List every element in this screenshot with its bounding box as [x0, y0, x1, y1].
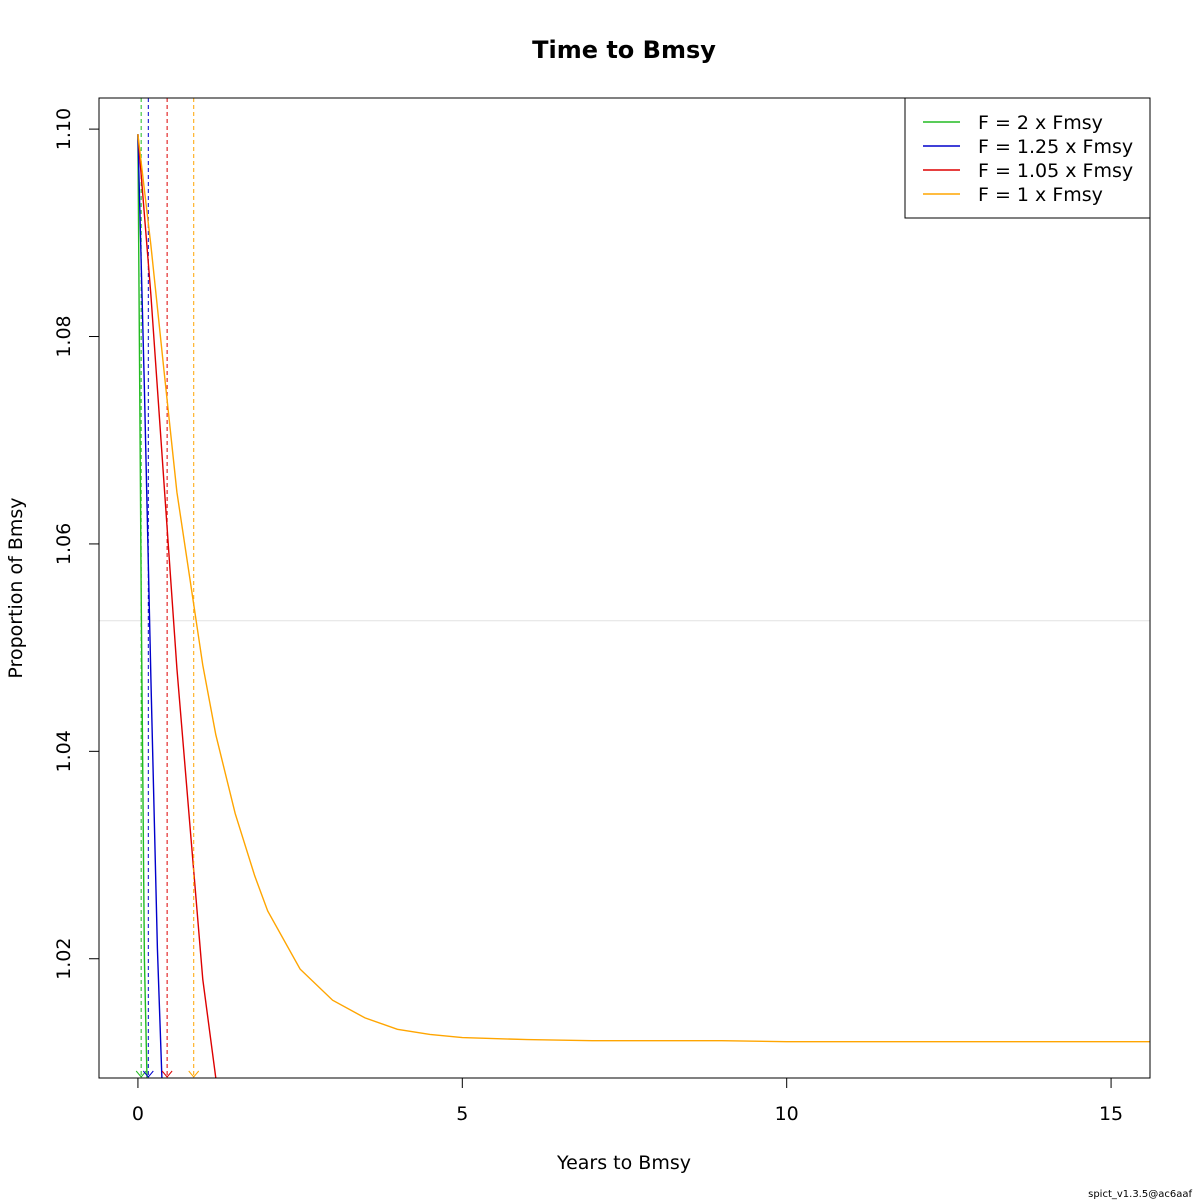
x-tick-label-1: 5 [456, 1103, 468, 1125]
plot-frame [98, 97, 1151, 1079]
y-tick-label-1: 1.04 [53, 730, 75, 772]
chart-title: Time to Bmsy [532, 36, 716, 64]
legend-label-2: F = 1.05 x Fmsy [978, 160, 1133, 182]
x-tick-label-2: 10 [775, 1103, 799, 1125]
time-marker-arrow-1 [142, 1070, 154, 1078]
legend-label-1: F = 1.25 x Fmsy [978, 136, 1133, 158]
series-line-3 [137, 134, 1150, 1043]
y-tick-label-3: 1.08 [53, 315, 75, 357]
legend-label-3: F = 1 x Fmsy [978, 184, 1103, 206]
x-tick-label-3: 15 [1099, 1103, 1123, 1125]
y-tick-label-4: 1.10 [53, 108, 75, 150]
x-axis-label: Years to Bmsy [556, 1152, 691, 1174]
footnote: spict_v1.3.5@ac6aaf [1088, 1189, 1192, 1200]
axes: 0 5 10 15 1.02 1.04 1.06 1.08 1.10 [53, 108, 1123, 1125]
time-marker-arrow-2 [161, 1070, 173, 1078]
series-line-2 [137, 134, 217, 1078]
legend-box [904, 97, 1151, 219]
y-axis-label: Proportion of Bmsy [5, 497, 27, 678]
y-tick-label-0: 1.02 [53, 938, 75, 980]
series-line-0 [137, 134, 148, 1078]
time-marker-arrow-3 [188, 1070, 200, 1078]
series-lines [135, 98, 1150, 1078]
y-tick-label-2: 1.06 [53, 523, 75, 565]
series-line-1 [137, 134, 163, 1078]
x-tick-label-0: 0 [132, 1103, 144, 1125]
legend-label-0: F = 2 x Fmsy [978, 112, 1103, 134]
